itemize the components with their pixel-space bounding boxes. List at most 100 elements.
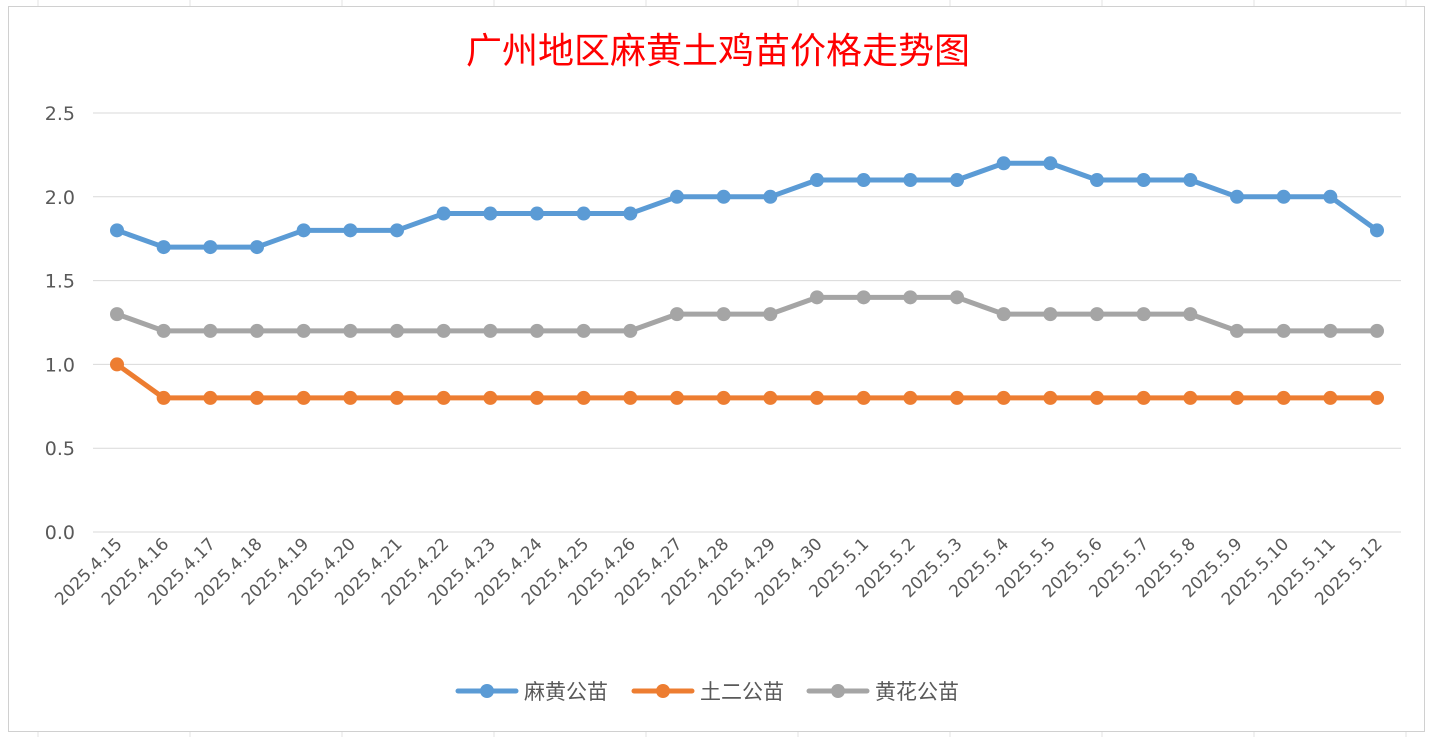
data-point[interactable]: [1136, 307, 1151, 322]
data-point[interactable]: [1323, 189, 1338, 204]
data-point[interactable]: [250, 390, 264, 405]
data-point[interactable]: [296, 390, 311, 405]
data-point[interactable]: [436, 323, 451, 338]
data-point[interactable]: [810, 173, 824, 188]
data-point[interactable]: [343, 390, 358, 405]
data-point[interactable]: [110, 357, 124, 372]
data-point[interactable]: [390, 323, 404, 338]
data-point[interactable]: [203, 240, 218, 255]
data-point[interactable]: [856, 390, 871, 405]
data-point[interactable]: [1183, 307, 1198, 322]
chart-area[interactable]: 广州地区麻黄土鸡苗价格走势图 0.0 0.5 1.0 1.5 2.0 2.5 2025.4…: [8, 6, 1425, 732]
data-point[interactable]: [623, 390, 638, 405]
data-point[interactable]: [903, 173, 918, 188]
data-point[interactable]: [996, 156, 1011, 171]
data-point[interactable]: [1183, 390, 1198, 405]
series-line: [114, 361, 1380, 401]
data-point[interactable]: [250, 323, 264, 338]
data-point[interactable]: [1370, 323, 1384, 338]
data-point[interactable]: [950, 173, 964, 188]
data-point[interactable]: [203, 390, 218, 405]
data-point[interactable]: [1276, 390, 1291, 405]
data-point[interactable]: [110, 223, 124, 238]
data-point[interactable]: [903, 290, 918, 305]
legend-swatch-marker: [831, 684, 845, 698]
legend-item[interactable]: 黄花公苗: [806, 680, 959, 704]
data-point[interactable]: [950, 390, 964, 405]
data-point[interactable]: [763, 390, 778, 405]
data-point[interactable]: [996, 307, 1011, 322]
data-point[interactable]: [903, 390, 918, 405]
data-point[interactable]: [530, 390, 544, 405]
data-point[interactable]: [1090, 173, 1104, 188]
data-point[interactable]: [156, 390, 171, 405]
data-point[interactable]: [1323, 390, 1338, 405]
legend[interactable]: 麻黄公苗 土二公苗 黄花公苗: [455, 680, 959, 704]
data-point[interactable]: [343, 323, 358, 338]
data-point[interactable]: [1136, 390, 1151, 405]
data-point[interactable]: [1276, 323, 1291, 338]
data-point[interactable]: [1230, 390, 1244, 405]
data-point[interactable]: [203, 323, 218, 338]
data-point[interactable]: [390, 223, 404, 238]
y-tick-label: 2.5: [45, 103, 75, 125]
data-point[interactable]: [670, 189, 684, 204]
data-point[interactable]: [1043, 307, 1058, 322]
data-point[interactable]: [576, 206, 591, 221]
data-point[interactable]: [1043, 390, 1058, 405]
data-point[interactable]: [763, 189, 778, 204]
data-point[interactable]: [1090, 390, 1104, 405]
gridlines: [93, 112, 1401, 533]
data-point[interactable]: [483, 323, 498, 338]
data-point[interactable]: [670, 390, 684, 405]
legend-label: 麻黄公苗: [524, 680, 608, 704]
data-point[interactable]: [110, 307, 124, 322]
data-point[interactable]: [716, 307, 731, 322]
y-tick-label: 1.5: [45, 271, 75, 293]
data-point[interactable]: [623, 206, 638, 221]
data-point[interactable]: [1183, 173, 1198, 188]
data-point[interactable]: [716, 189, 731, 204]
data-point[interactable]: [576, 323, 591, 338]
data-point[interactable]: [436, 206, 451, 221]
data-point[interactable]: [483, 390, 498, 405]
data-point[interactable]: [1370, 223, 1384, 238]
y-tick-label: 1.0: [45, 354, 75, 376]
data-point[interactable]: [390, 390, 404, 405]
data-point[interactable]: [576, 390, 591, 405]
data-point[interactable]: [1323, 323, 1338, 338]
data-point[interactable]: [530, 323, 544, 338]
data-point[interactable]: [856, 173, 871, 188]
data-point[interactable]: [623, 323, 638, 338]
data-point[interactable]: [436, 390, 451, 405]
chart-title: 广州地区麻黄土鸡苗价格走势图: [466, 31, 970, 72]
data-point[interactable]: [296, 323, 311, 338]
y-tick-label: 0.5: [45, 438, 75, 460]
data-point[interactable]: [1090, 307, 1104, 322]
data-point[interactable]: [483, 206, 498, 221]
data-point[interactable]: [156, 323, 171, 338]
data-point[interactable]: [1230, 323, 1244, 338]
data-point[interactable]: [716, 390, 731, 405]
data-point[interactable]: [856, 290, 871, 305]
data-point[interactable]: [530, 206, 544, 221]
data-point[interactable]: [763, 307, 778, 322]
data-point[interactable]: [996, 390, 1011, 405]
data-point[interactable]: [1043, 156, 1058, 171]
data-point[interactable]: [156, 240, 171, 255]
legend-item[interactable]: 麻黄公苗: [455, 680, 608, 704]
data-point[interactable]: [1276, 189, 1291, 204]
y-tick-label: 2.0: [45, 187, 75, 209]
legend-label: 黄花公苗: [875, 680, 959, 704]
data-point[interactable]: [810, 290, 824, 305]
data-point[interactable]: [343, 223, 358, 238]
data-point[interactable]: [950, 290, 964, 305]
data-point[interactable]: [296, 223, 311, 238]
data-point[interactable]: [810, 390, 824, 405]
data-point[interactable]: [250, 240, 264, 255]
data-point[interactable]: [1136, 173, 1151, 188]
data-point[interactable]: [1370, 390, 1384, 405]
data-point[interactable]: [670, 307, 684, 322]
data-point[interactable]: [1230, 189, 1244, 204]
legend-item[interactable]: 土二公苗: [631, 680, 784, 704]
